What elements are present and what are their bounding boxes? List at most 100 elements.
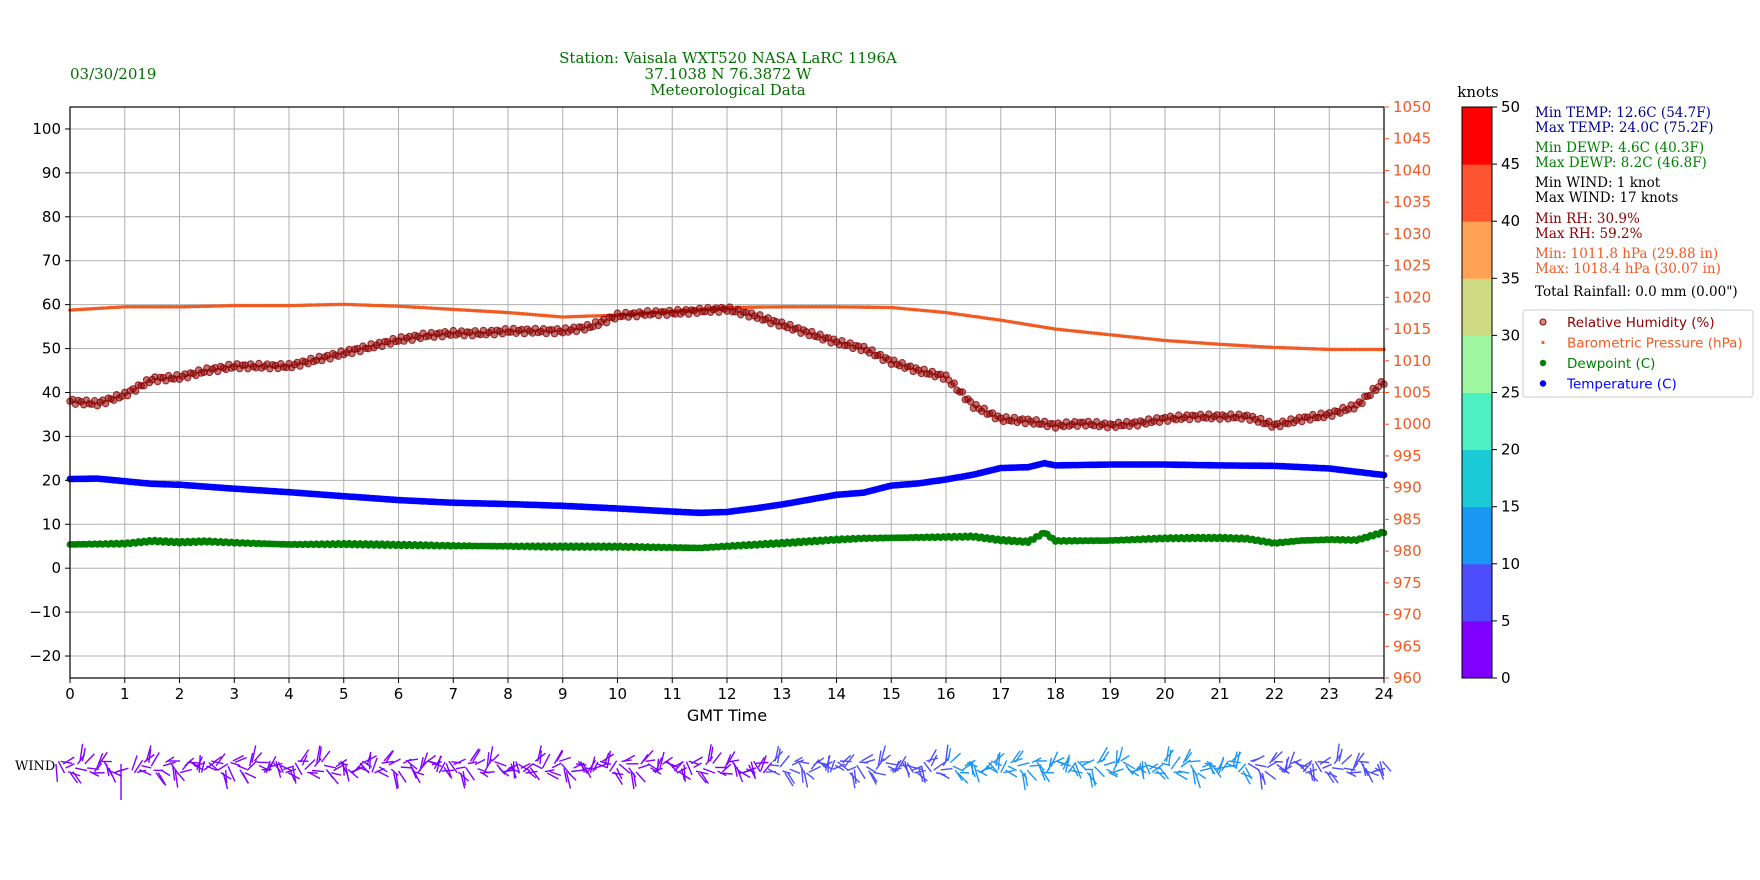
wind-barb: [973, 765, 980, 783]
pressure-point: [1171, 339, 1175, 343]
pressure-point: [246, 303, 250, 308]
pressure-point: [1286, 346, 1290, 350]
wind-barb: [155, 772, 166, 785]
wind-barb: [721, 763, 732, 773]
wind-barb: [224, 770, 228, 784]
pressure-point: [112, 305, 116, 310]
rh-point: [1265, 417, 1273, 426]
wind-barb: [491, 753, 500, 762]
pressure-point: [894, 306, 899, 310]
wind-barb: [909, 765, 923, 771]
wind-barb: [72, 771, 82, 784]
rh-point: [958, 388, 967, 396]
x-tick-label: 1: [120, 685, 130, 703]
wind-barb: [311, 769, 325, 773]
wind-barb: [609, 760, 618, 772]
pressure-point: [908, 307, 913, 312]
legend-label: Temperature (C): [1566, 377, 1677, 393]
wind-barb: [359, 762, 370, 774]
colorbar-segment: [1462, 335, 1492, 393]
pressure-point: [1023, 322, 1028, 327]
pressure-point: [1108, 333, 1113, 337]
pressure-point: [949, 311, 954, 316]
pressure-point: [963, 313, 967, 318]
x-tick-label: 23: [1320, 685, 1339, 703]
wind-barb: [1036, 761, 1045, 771]
pressure-point: [1248, 344, 1252, 348]
pressure-point: [1319, 347, 1323, 351]
wind-barb: [89, 770, 100, 777]
pressure-point: [451, 307, 456, 312]
pressure-point: [897, 306, 902, 311]
pressure-point: [1201, 341, 1206, 345]
wind-barb: [645, 759, 656, 762]
x-tick-label: 8: [503, 685, 513, 703]
legend-marker-rh: [1539, 318, 1547, 326]
pressure-point: [218, 304, 223, 308]
y-right-tick-label: 1025: [1393, 257, 1431, 275]
pressure-point: [517, 311, 521, 316]
pressure-point: [815, 305, 820, 309]
wind-barb: [1208, 761, 1214, 775]
wind-barb: [1132, 764, 1142, 774]
pressure-point: [766, 305, 770, 309]
pressure-point: [1185, 340, 1189, 344]
wind-barb: [1149, 763, 1159, 770]
pressure-point: [1363, 347, 1367, 352]
pressure-point: [164, 305, 168, 309]
wind-barb: [897, 755, 907, 770]
pressure-point: [175, 305, 179, 309]
pressure-point: [262, 303, 267, 308]
wind-barb: [659, 751, 665, 769]
pressure-point: [1272, 345, 1277, 350]
wind-barb: [558, 756, 572, 763]
wind-barb: [1064, 757, 1070, 773]
pressure-point: [435, 306, 439, 311]
pressure-point: [79, 307, 83, 312]
wind-barb: [412, 768, 421, 784]
wind-barb: [539, 750, 542, 765]
y-left-tick-label: 40: [42, 384, 61, 402]
pressure-point: [1376, 347, 1381, 352]
wind-barb: [1319, 756, 1332, 765]
wind-barb: [436, 755, 442, 773]
wind-barb: [1343, 767, 1356, 771]
pressure-point: [588, 314, 592, 318]
pressure-point: [1327, 347, 1332, 352]
pressure-point: [155, 305, 160, 309]
pressure-point: [1198, 341, 1203, 345]
pressure-point: [821, 305, 825, 309]
wind-barb: [234, 756, 247, 763]
wind-barb: [177, 772, 185, 782]
pressure-point: [990, 317, 995, 321]
wind-barb: [1017, 762, 1030, 767]
wind-barb: [1185, 751, 1193, 762]
pressure-point: [221, 304, 226, 308]
pressure-point: [410, 305, 415, 309]
wind-barb: [1101, 751, 1110, 763]
colorbar-tick-label: 0: [1501, 669, 1511, 687]
wind-barb: [1348, 771, 1362, 774]
pressure-point: [936, 310, 940, 314]
pressure-point: [363, 303, 368, 307]
wind-barb: [911, 765, 923, 771]
wind-barb: [772, 750, 784, 763]
colorbar-tick-label: 10: [1501, 555, 1520, 573]
pressure-point: [358, 303, 363, 307]
wind-barb: [469, 748, 480, 762]
wind-barb: [604, 752, 610, 765]
pressure-point: [437, 306, 442, 311]
pressure-point: [339, 302, 343, 307]
pressure-point: [388, 304, 393, 308]
pressure-point: [519, 311, 524, 316]
pressure-point: [98, 306, 102, 311]
stats-block: Min TEMP: 12.6C (54.7F)Max TEMP: 24.0C (…: [1535, 105, 1738, 300]
pressure-point: [1291, 346, 1296, 350]
wind-barb: [301, 754, 308, 766]
x-tick-label: 11: [663, 685, 682, 703]
pressure-point: [878, 305, 883, 310]
wind-barb: [693, 762, 702, 769]
pressure-point: [1275, 345, 1279, 350]
wind-barb: [757, 756, 765, 768]
wind-barb: [1050, 751, 1059, 767]
